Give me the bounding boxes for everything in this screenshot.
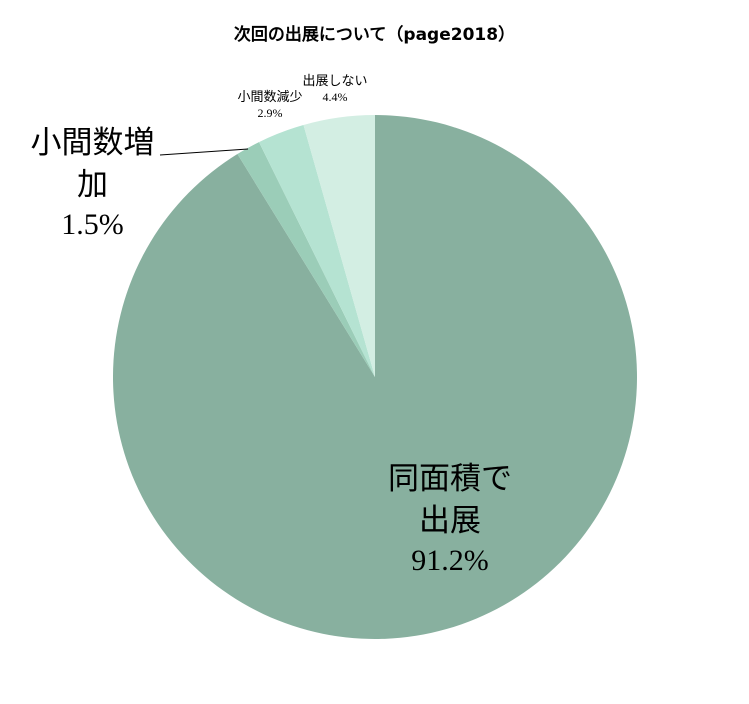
slice-name: 出展しない bbox=[302, 74, 368, 89]
slice-name: 小間数減少 bbox=[237, 90, 303, 105]
slice-no-exhibit bbox=[303, 115, 375, 377]
slice-percent: 4.4% bbox=[322, 90, 348, 104]
slice-name: 同面積で出展 bbox=[388, 461, 512, 539]
slice-label-no-exhibit: 出展しない 4.4% bbox=[292, 74, 378, 105]
slice-percent: 91.2% bbox=[411, 544, 489, 577]
chart-title: 次回の出展について（page2018） bbox=[233, 25, 516, 45]
leader-line bbox=[159, 148, 249, 156]
slice-decrease bbox=[259, 124, 375, 377]
slice-label-same-area: 同面積で出展 91.2% bbox=[380, 458, 520, 580]
slice-same-area bbox=[112, 115, 637, 639]
slice-increase bbox=[237, 142, 375, 377]
slice-label-increase: 小間数増加 1.5% bbox=[30, 122, 155, 244]
slice-name: 小間数増加 bbox=[30, 125, 155, 203]
slice-label-decrease: 小間数減少 2.9% bbox=[220, 90, 320, 121]
slice-percent: 1.5% bbox=[61, 208, 124, 241]
slice-percent: 2.9% bbox=[257, 106, 283, 120]
